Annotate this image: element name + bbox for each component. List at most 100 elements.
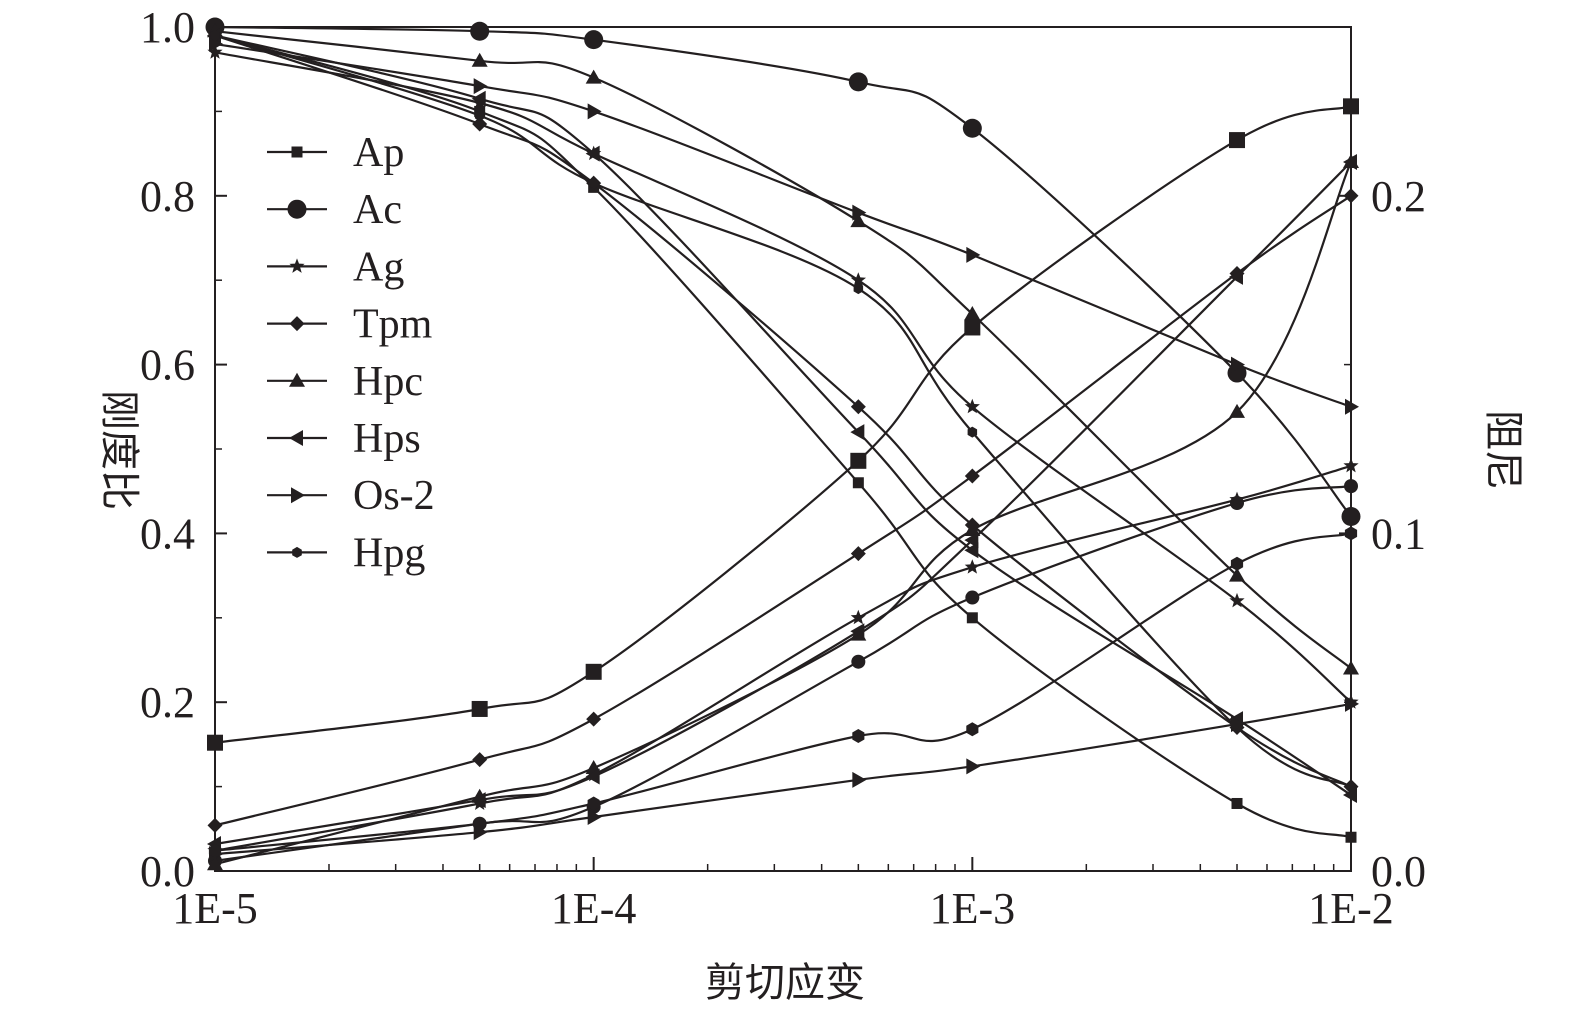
y-left-tick-label: 1.0 bbox=[140, 3, 195, 52]
damping-tpm-point-marker bbox=[850, 546, 866, 562]
legend-marker bbox=[289, 430, 303, 446]
damping-tpm-point-marker bbox=[964, 468, 980, 484]
damping-curve-ag bbox=[214, 464, 1352, 852]
legend-marker bbox=[289, 316, 305, 332]
legend-label: Ag bbox=[353, 244, 404, 290]
damping-ag-point-marker bbox=[1229, 491, 1245, 507]
legend-item-ag: Ag bbox=[267, 244, 404, 290]
legend: Ap Ac Ag Tpm Hpc Hps Os-2 Hpg bbox=[267, 130, 435, 576]
legend-item-tpm: Tpm bbox=[267, 302, 433, 348]
stiffness-ac-point-marker bbox=[584, 30, 604, 50]
damping-ap-point-marker bbox=[1229, 132, 1246, 149]
damping-ap-point-marker bbox=[964, 319, 981, 336]
x-tick-label: 1E-5 bbox=[172, 884, 258, 933]
stiffness-hpg-point-marker bbox=[967, 426, 978, 438]
stiffness-tpm-point-marker bbox=[472, 116, 488, 132]
stiffness-points-hpc bbox=[207, 23, 1359, 675]
stiffness-ag-point-marker bbox=[850, 272, 866, 287]
stiffness-os-2-point-marker bbox=[852, 204, 867, 221]
damping-ag-point-marker bbox=[964, 559, 980, 574]
damping-tpm-point-marker bbox=[472, 752, 488, 768]
stiffness-ag-point-marker bbox=[964, 398, 980, 414]
x-tick-label: 1E-2 bbox=[1308, 884, 1394, 933]
x-axis-title: 剪切应变 bbox=[705, 960, 865, 1006]
legend-marker bbox=[291, 146, 303, 158]
legend-label: Os-2 bbox=[353, 473, 435, 519]
damping-hps-point-marker bbox=[850, 623, 865, 640]
damping-os-2-point-marker bbox=[587, 808, 602, 825]
y-axis-left-title: 刚度比 bbox=[96, 390, 142, 510]
stiffness-hpc-point-marker bbox=[585, 69, 602, 84]
axes: 1E-5 1E-4 1E-3 1E-20.00.20.40.60.81.00.00.1… bbox=[140, 3, 1426, 933]
damping-tpm-point-marker bbox=[586, 711, 602, 727]
y-left-tick-label: 0.2 bbox=[140, 678, 195, 727]
stiffness-ap-point-marker bbox=[852, 477, 864, 489]
damping-ag-point-marker bbox=[850, 609, 866, 625]
damping-ac-point-marker bbox=[965, 590, 980, 605]
legend-label: Hpg bbox=[353, 530, 425, 576]
stiffness-ac-point-marker bbox=[962, 118, 982, 138]
stiffness-ag-point-marker bbox=[1229, 592, 1245, 608]
stiffness-hpc-point-marker bbox=[471, 52, 488, 67]
stiffness-hps-point-marker bbox=[964, 542, 979, 559]
stiffness-hps-point-marker bbox=[471, 90, 486, 107]
legend-label: Tpm bbox=[353, 302, 433, 348]
legend-item-ap: Ap bbox=[267, 130, 404, 176]
damping-os-2-point-marker bbox=[852, 771, 867, 788]
damping-ac-point-marker bbox=[851, 654, 866, 669]
damping-ap-point-marker bbox=[585, 663, 602, 680]
damping-ap-point-marker bbox=[471, 700, 488, 717]
legend-item-ac: Ac bbox=[267, 187, 402, 233]
damping-hps-point-marker bbox=[1229, 268, 1244, 285]
stiffness-curve-os-2 bbox=[214, 42, 1352, 408]
damping-hpc-point-marker bbox=[964, 522, 981, 537]
stiffness-points-ac bbox=[205, 17, 1361, 527]
legend-marker bbox=[287, 199, 307, 219]
y-left-tick-label: 0.4 bbox=[140, 509, 195, 558]
stiffness-ap-point-marker bbox=[966, 612, 978, 624]
damping-hps-point-marker bbox=[585, 768, 600, 785]
damping-os-2-point-marker bbox=[966, 758, 981, 775]
y-right-tick-label: 0.0 bbox=[1371, 847, 1426, 896]
damping-hpc-point-marker bbox=[1229, 403, 1246, 418]
stiffness-tpm-point-marker bbox=[850, 399, 866, 415]
y-left-tick-label: 0.0 bbox=[140, 847, 195, 896]
legend-label: Ap bbox=[353, 130, 404, 176]
legend-label: Ac bbox=[353, 187, 402, 233]
legend-label: Hpc bbox=[353, 359, 423, 405]
y-right-tick-label: 0.1 bbox=[1371, 509, 1426, 558]
stiffness-ac-point-marker bbox=[848, 72, 868, 92]
legend-marker bbox=[292, 546, 302, 558]
damping-curve-os-2 bbox=[214, 702, 1352, 856]
y-left-tick-label: 0.6 bbox=[140, 341, 195, 390]
damping-curve-hpg bbox=[214, 532, 1352, 852]
legend-item-hpc: Hpc bbox=[267, 359, 423, 405]
stiffness-hpc-point-marker bbox=[1229, 567, 1246, 582]
damping-hpg-point-marker bbox=[966, 722, 979, 737]
stiffness-hps-point-marker bbox=[585, 145, 600, 162]
damping-hpg-point-marker bbox=[1230, 556, 1244, 571]
legend-marker bbox=[289, 258, 305, 273]
legend-item-hps: Hps bbox=[267, 416, 421, 462]
stiffness-hpc-point-marker bbox=[964, 305, 981, 320]
x-tick-label: 1E-3 bbox=[930, 884, 1016, 933]
stiffness-hps-point-marker bbox=[850, 424, 865, 441]
legend-label: Hps bbox=[353, 416, 421, 462]
y-axis-right-title: 阻尼 bbox=[1480, 410, 1526, 490]
legend-item-hpg: Hpg bbox=[267, 530, 425, 576]
damping-curve-tpm bbox=[214, 194, 1352, 827]
legend-marker bbox=[291, 487, 305, 504]
y-left-tick-label: 0.8 bbox=[140, 172, 195, 221]
stiffness-os-2-point-marker bbox=[473, 78, 488, 95]
stiffness-hpg-point-marker bbox=[853, 283, 864, 295]
stiffness-ac-point-marker bbox=[470, 21, 490, 41]
damping-hpg-point-marker bbox=[852, 729, 865, 743]
plot-markers bbox=[205, 17, 1361, 871]
damping-ap-point-marker bbox=[850, 452, 867, 469]
stiffness-os-2-point-marker bbox=[1231, 356, 1246, 373]
damping-hpg-point-marker bbox=[473, 816, 486, 831]
damping-hpg-point-marker bbox=[587, 796, 600, 811]
y-right-tick-label: 0.2 bbox=[1371, 172, 1426, 221]
stiffness-os-2-point-marker bbox=[966, 246, 981, 263]
